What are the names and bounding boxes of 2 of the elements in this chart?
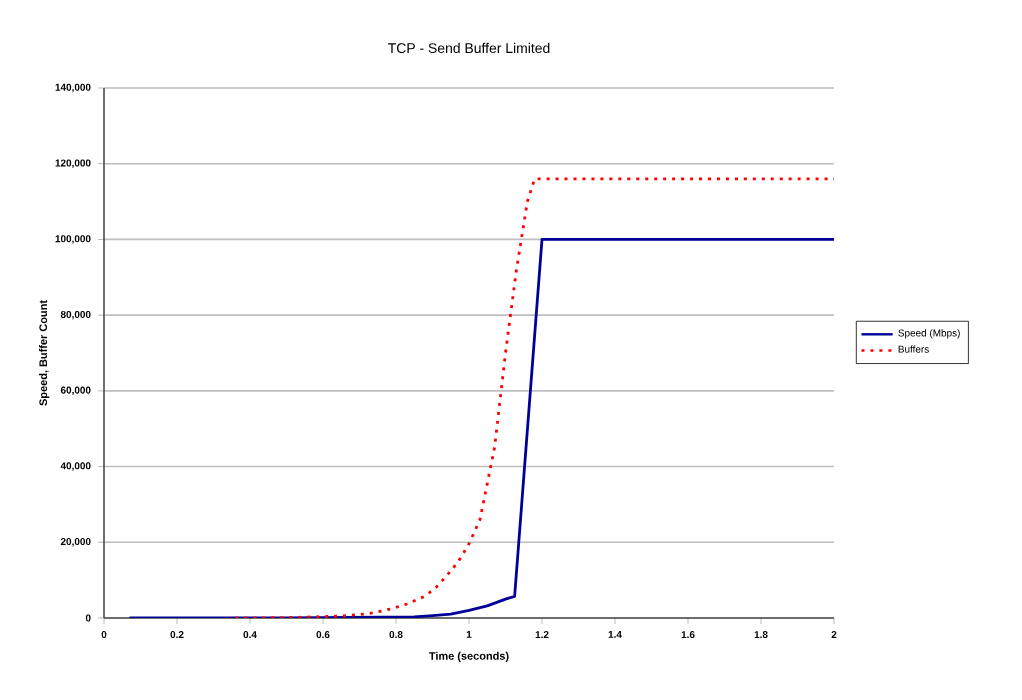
line-series [128,238,834,618]
line-series [234,177,834,618]
